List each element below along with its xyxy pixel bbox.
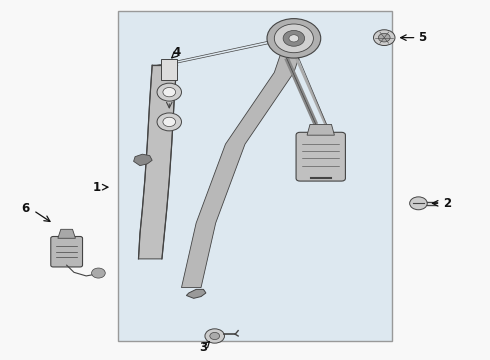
Circle shape <box>373 30 395 45</box>
Bar <box>118 12 392 341</box>
Circle shape <box>267 19 321 58</box>
Circle shape <box>92 268 105 278</box>
Text: 4: 4 <box>172 46 181 59</box>
Circle shape <box>210 332 220 339</box>
Polygon shape <box>307 125 334 135</box>
Circle shape <box>163 87 175 97</box>
Polygon shape <box>134 154 152 166</box>
Polygon shape <box>181 44 304 288</box>
Polygon shape <box>58 229 75 238</box>
Circle shape <box>157 113 181 131</box>
Circle shape <box>205 329 224 343</box>
Circle shape <box>283 31 305 46</box>
Text: 3: 3 <box>199 341 208 354</box>
Text: 1: 1 <box>93 181 101 194</box>
Polygon shape <box>139 65 176 259</box>
FancyBboxPatch shape <box>161 59 177 80</box>
Text: 2: 2 <box>443 197 451 210</box>
FancyBboxPatch shape <box>51 237 82 267</box>
FancyBboxPatch shape <box>296 132 345 181</box>
Circle shape <box>410 197 427 210</box>
Circle shape <box>274 24 314 53</box>
Text: 6: 6 <box>21 202 29 215</box>
Circle shape <box>163 117 175 127</box>
Text: 5: 5 <box>418 31 427 44</box>
Circle shape <box>157 83 181 101</box>
Circle shape <box>289 35 299 42</box>
Polygon shape <box>186 289 206 298</box>
Circle shape <box>378 33 390 42</box>
